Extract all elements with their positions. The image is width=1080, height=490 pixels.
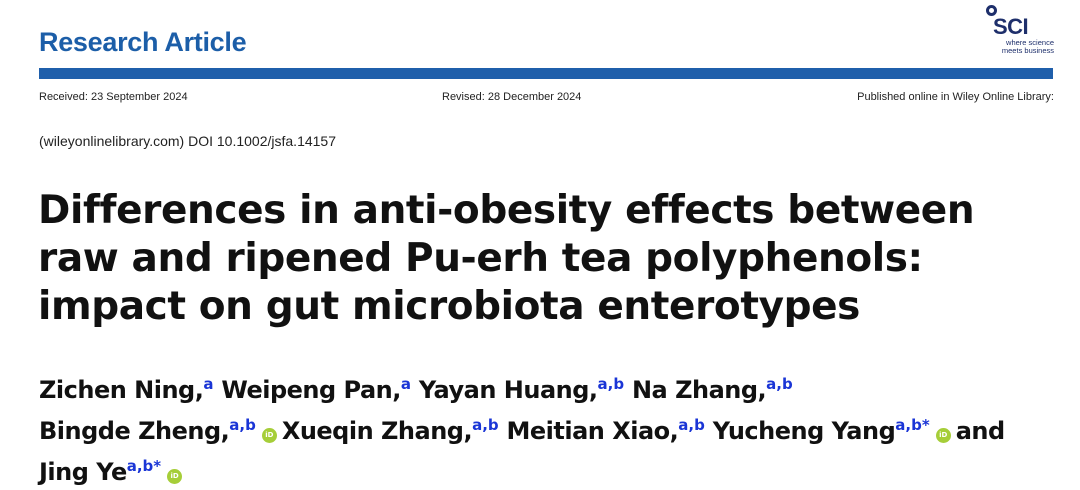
author-line-2: Bingde Zheng,a,biD Xueqin Zhang,a,b Meiti… — [39, 408, 1069, 449]
article-type-label: Research Article — [39, 27, 247, 57]
revised-date: Revised: 28 December 2024 — [442, 91, 582, 103]
author-name[interactable]: Meitian Xiao, — [506, 417, 679, 445]
author-name[interactable]: Jing Ye — [39, 458, 127, 486]
affiliation-marker[interactable]: a,b — [229, 416, 256, 434]
author-name[interactable]: Zichen Ning, — [39, 376, 204, 404]
affiliation-marker[interactable]: a — [203, 375, 214, 393]
title-line-1: Differences in anti-obesity effects betw… — [38, 188, 975, 233]
orcid-icon[interactable]: iD — [261, 428, 277, 443]
author-name[interactable]: Yayan Huang, — [418, 376, 598, 404]
affiliation-marker[interactable]: a,b — [597, 375, 625, 393]
logo-tagline-1: where science — [1006, 38, 1054, 47]
affiliation-marker[interactable]: a,b — [472, 416, 499, 434]
logo-name: SCI — [993, 14, 1029, 39]
author-line-3: Jing Yea,b* iD — [39, 449, 1069, 490]
author-name[interactable]: Bingde Zheng, — [39, 417, 230, 445]
conjunction: and — [955, 417, 1005, 445]
title-line-2: raw and ripened Pu-erh tea polyphenols: — [38, 236, 923, 281]
article-title: Differences in anti-obesity effects betw… — [38, 187, 1038, 331]
published-info: Published online in Wiley Online Library… — [857, 91, 1054, 103]
author-name[interactable]: Yucheng Yang — [712, 417, 896, 445]
doi-line[interactable]: (wileyonlinelibrary.com) DOI 10.1002/jsf… — [39, 133, 336, 149]
affiliation-marker[interactable]: a,b* — [895, 416, 930, 434]
orcid-icon[interactable]: iD — [167, 469, 183, 484]
title-line-3: impact on gut microbiota enterotypes — [38, 284, 860, 329]
logo-tagline-2: meets business — [1001, 46, 1054, 55]
received-date: Received: 23 September 2024 — [39, 91, 188, 103]
affiliation-marker[interactable]: a,b* — [126, 457, 162, 475]
orcid-icon[interactable]: iD — [935, 428, 951, 443]
sci-logo: SCI where science meets business — [984, 4, 1054, 60]
author-list: Zichen Ning,a Weipeng Pan,a Yayan Huang,… — [39, 367, 1069, 490]
affiliation-marker[interactable]: a,b — [678, 416, 705, 434]
affiliation-marker[interactable]: a — [400, 375, 412, 393]
author-name[interactable]: Xueqin Zhang, — [281, 417, 473, 445]
logo-ring-icon — [986, 5, 997, 16]
author-name[interactable]: Na Zhang, — [631, 376, 767, 404]
author-line-1: Zichen Ning,a Weipeng Pan,a Yayan Huang,… — [39, 367, 1069, 408]
author-name[interactable]: Weipeng Pan, — [221, 376, 401, 404]
header-rule — [39, 68, 1053, 79]
affiliation-marker[interactable]: a,b — [766, 375, 793, 393]
